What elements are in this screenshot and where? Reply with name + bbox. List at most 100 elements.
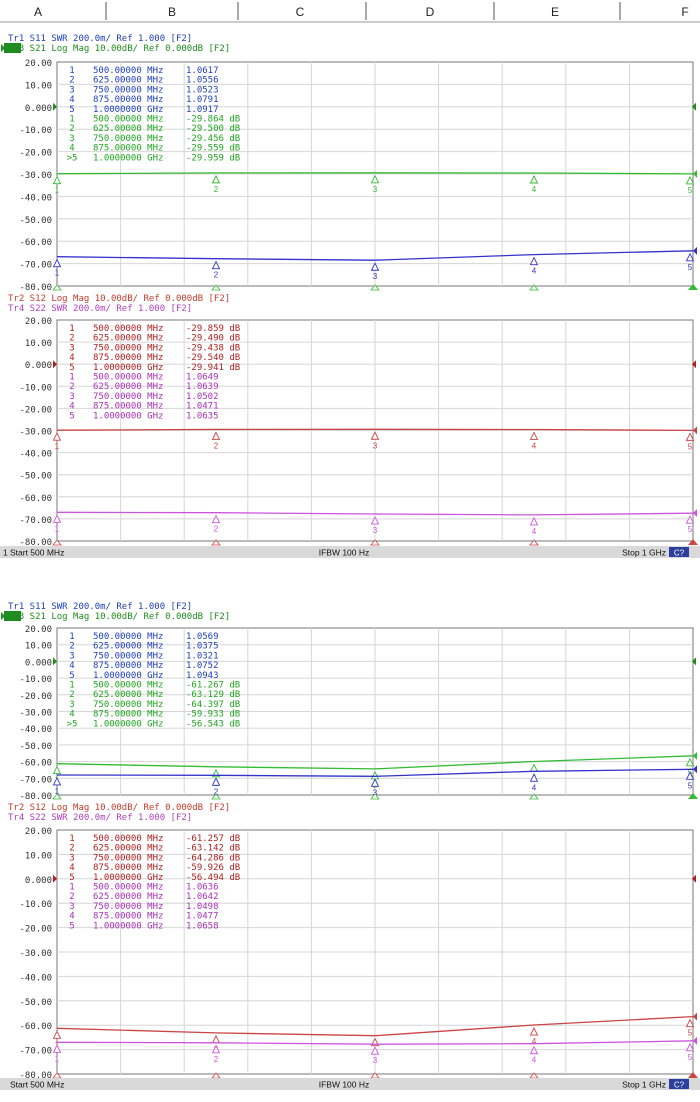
marker-index-label: 4: [532, 267, 537, 276]
marker-index-label: 1: [55, 186, 60, 195]
marker-freq: 1.0000000 GHz: [93, 411, 163, 421]
marker-triangle-icon: [685, 252, 695, 262]
marker-index-label: 4: [532, 1056, 537, 1065]
marker-value: 1.0477: [186, 912, 219, 922]
marker-value: -29.438 dB: [186, 343, 240, 353]
marker-value: 1.0658: [186, 921, 219, 931]
trace-end-icon: [693, 1012, 697, 1021]
y-tick-label: -10.00: [19, 675, 52, 685]
marker-index-label: 2: [214, 271, 219, 280]
marker-value: 1.0375: [186, 642, 219, 652]
y-tick-label: -50.00: [19, 472, 52, 482]
marker-value: -61.267 dB: [186, 681, 240, 691]
marker-num: 1: [69, 324, 74, 334]
marker-value: 1.0642: [186, 892, 219, 902]
marker-triangle-icon: [370, 1046, 380, 1055]
axis-marker-icon: [211, 539, 221, 546]
y-tick-label: -30.00: [19, 171, 52, 181]
channel-badge-label: C?: [674, 549, 685, 558]
marker-num: 2: [69, 124, 74, 134]
marker-triangle-icon: [52, 175, 62, 185]
marker-num: 5: [69, 411, 74, 421]
ref-level-left-icon: [53, 874, 57, 883]
marker-index-label: 2: [214, 525, 219, 534]
channel-badge: [669, 1079, 689, 1089]
status-start: Start 500 MHz: [10, 548, 64, 558]
trace-end-icon: [693, 246, 697, 255]
y-tick-label: -40.00: [19, 193, 52, 203]
marker-value: -29.540 dB: [186, 353, 240, 363]
chart-area: Tr1 S11 SWR 200.0m/ Ref 1.000 [F2]Tr3 S2…: [1, 34, 698, 1081]
ref-level-right-icon: [692, 360, 696, 369]
trace-end-icon: [693, 1036, 697, 1045]
marker-num: 2: [69, 642, 74, 652]
axis-marker-icon: [52, 793, 62, 800]
marker-num: 2: [69, 382, 74, 392]
marker-num: 1: [69, 373, 74, 383]
marker-triangle-icon: [529, 175, 539, 184]
axis-end-marker-icon: [688, 284, 698, 290]
marker-value: 1.0617: [186, 66, 219, 76]
marker-freq: 625.00000 MHz: [93, 844, 163, 854]
trace-header: Tr3 S21 Log Mag 10.00dB/ Ref 0.000dB [F2…: [8, 612, 230, 622]
marker-value: -29.941 dB: [186, 363, 240, 373]
marker-freq: 625.00000 MHz: [93, 124, 163, 134]
marker-index-label: 4: [532, 527, 537, 536]
marker-num: 1: [69, 66, 74, 76]
marker-freq: 1.0000000 GHz: [93, 921, 163, 931]
marker-value: -29.500 dB: [186, 124, 240, 134]
active-trace-badge: [4, 611, 21, 621]
marker-freq: 500.00000 MHz: [93, 883, 163, 893]
y-tick-label: 20.00: [25, 625, 52, 635]
y-tick-label: -20.00: [19, 692, 52, 702]
marker-num: 2: [69, 76, 74, 86]
column-label: D: [426, 5, 435, 19]
trace-end-icon: [693, 426, 697, 435]
marker-freq: 750.00000 MHz: [93, 700, 163, 710]
marker-freq: 500.00000 MHz: [93, 632, 163, 642]
marker-value: 1.0649: [186, 373, 219, 383]
marker-freq: 750.00000 MHz: [93, 902, 163, 912]
marker-index-label: 3: [373, 441, 378, 450]
marker-value: -64.397 dB: [186, 700, 240, 710]
marker-value: 1.0917: [186, 105, 219, 115]
marker-triangle-icon: [685, 515, 695, 524]
chart-panel-2: Tr2 S12 Log Mag 10.00dB/ Ref 0.000dB [F2…: [8, 294, 698, 548]
marker-freq: 750.00000 MHz: [93, 853, 163, 863]
marker-freq: 750.00000 MHz: [93, 651, 163, 661]
marker-value: -63.142 dB: [186, 844, 240, 854]
marker-index-label: 3: [373, 788, 378, 797]
trace-end-icon: [693, 765, 697, 774]
chart-panel-3: Tr1 S11 SWR 200.0m/ Ref 1.000 [F2]Tr3 S2…: [1, 602, 698, 802]
y-tick-label: -30.00: [19, 428, 52, 438]
marker-freq: 500.00000 MHz: [93, 115, 163, 125]
marker-triangle-icon: [685, 1042, 695, 1052]
marker-triangle-icon: [52, 776, 62, 786]
marker-triangle-icon: [685, 771, 695, 780]
marker-freq: 625.00000 MHz: [93, 76, 163, 86]
marker-freq: 1.0000000 GHz: [93, 873, 163, 883]
column-label: F: [681, 5, 688, 19]
axis-marker-icon: [370, 539, 380, 546]
marker-triangle-icon: [370, 431, 380, 440]
marker-value: -29.456 dB: [186, 134, 240, 144]
y-tick-label: -50.00: [19, 216, 52, 226]
ref-level-right-icon: [692, 102, 696, 111]
marker-num: 5: [69, 363, 74, 373]
status-ifbw: IFBW 100 Hz: [319, 1080, 370, 1090]
ref-level-right-icon: [692, 874, 696, 883]
marker-index-label: 1: [55, 269, 60, 278]
column-header-bg: [0, 0, 700, 22]
y-tick-label: -10.00: [19, 126, 52, 136]
marker-value: 1.0635: [186, 411, 219, 421]
marker-triangle-icon: [211, 514, 221, 524]
marker-freq: 750.00000 MHz: [93, 134, 163, 144]
marker-index-label: 3: [373, 272, 378, 281]
marker-freq: 875.00000 MHz: [93, 863, 163, 873]
marker-num: 1: [69, 632, 74, 642]
column-label: C: [296, 5, 305, 19]
marker-triangle-icon: [370, 516, 380, 525]
marker-index-label: 3: [373, 1056, 378, 1065]
marker-index-label: 2: [214, 185, 219, 194]
marker-freq: 875.00000 MHz: [93, 912, 163, 922]
